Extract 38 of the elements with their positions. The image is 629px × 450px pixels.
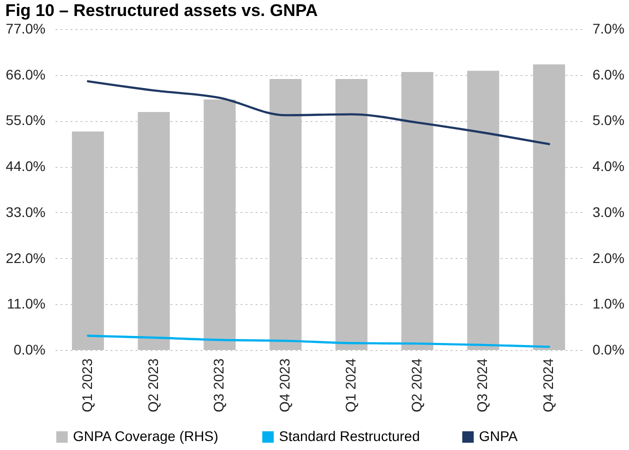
y2-tick-label: 7.0% (592, 20, 624, 36)
bar (335, 79, 368, 350)
x-tick-label: Q2 2024 (408, 358, 424, 412)
y-tick-label: 33.0% (6, 204, 46, 220)
y2-tick-label: 5.0% (592, 112, 624, 128)
y2-tick-label: 6.0% (592, 66, 624, 82)
x-tick-label: Q3 2024 (474, 358, 490, 412)
y-tick-label: 44.0% (6, 158, 46, 174)
y-tick-label: 66.0% (6, 66, 46, 82)
x-tick-label: Q4 2023 (276, 358, 293, 412)
legend-label: Standard Restructured (279, 428, 420, 444)
y-tick-label: 11.0% (6, 296, 46, 312)
legend-label: GNPA (479, 428, 518, 444)
y-tick-label: 0.0% (14, 342, 46, 358)
chart-title: Fig 10 – Restructured assets vs. GNPA (5, 1, 318, 20)
y-tick-label: 22.0% (6, 250, 46, 266)
y2-tick-label: 3.0% (592, 204, 624, 220)
y2-tick-label: 2.0% (592, 250, 624, 266)
line-series (86, 80, 550, 146)
y2-tick-label: 0.0% (592, 342, 624, 358)
x-tick-label: Q1 2024 (342, 358, 358, 412)
bar (533, 64, 566, 350)
line-series (86, 334, 550, 348)
x-tick-label: Q2 2023 (144, 358, 161, 412)
x-tick-label: Q3 2023 (210, 358, 227, 412)
bar (270, 79, 302, 350)
y2-tick-label: 4.0% (592, 158, 624, 174)
y2-tick-label: 1.0% (592, 296, 624, 312)
x-tick-label: Q4 2024 (540, 358, 556, 412)
bar (204, 99, 236, 350)
bar (72, 132, 104, 350)
bar (467, 70, 500, 350)
legend-label: GNPA Coverage (RHS) (73, 428, 218, 444)
y-tick-label: 77.0% (6, 20, 46, 36)
bar (138, 112, 170, 350)
bar (401, 72, 434, 350)
y-tick-label: 55.0% (6, 112, 46, 128)
x-tick-label: Q1 2023 (78, 358, 95, 412)
